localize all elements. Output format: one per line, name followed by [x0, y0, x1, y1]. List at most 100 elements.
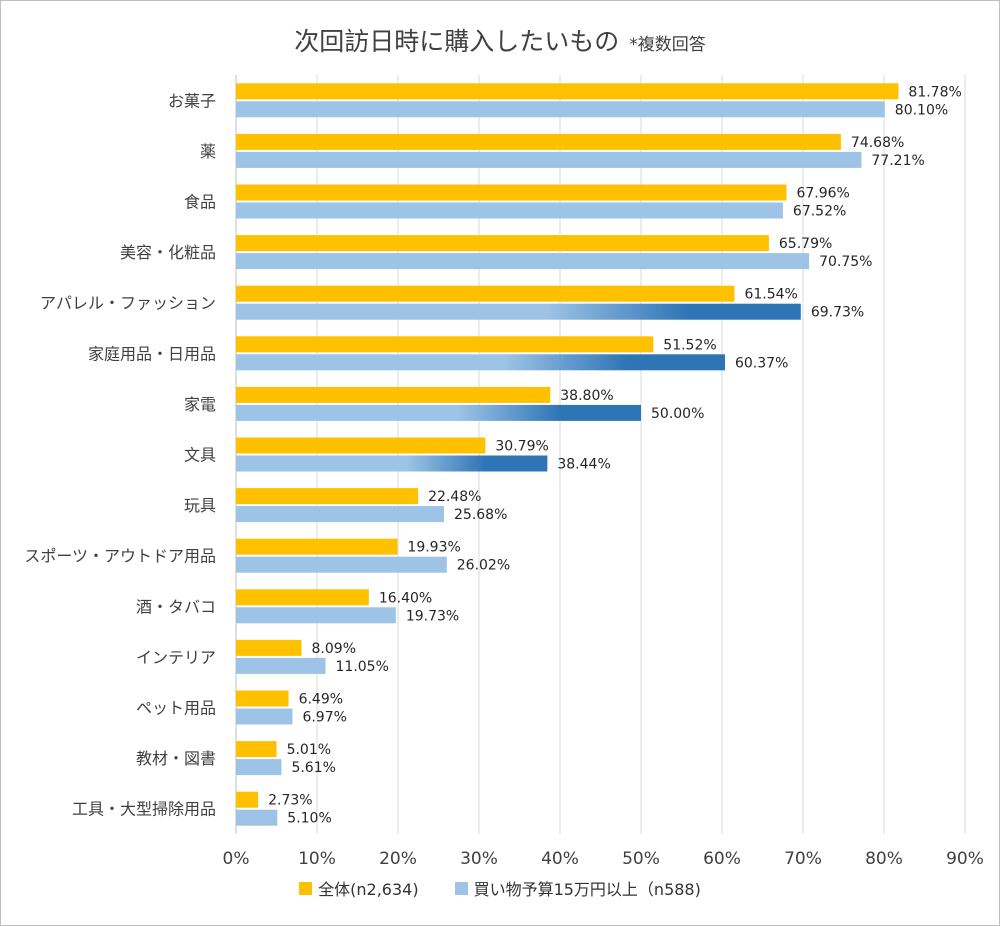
bar-budget [236, 151, 862, 168]
data-label-budget: 26.02% [457, 558, 510, 574]
bar-budget [236, 759, 282, 776]
category-label: 玩具 [184, 496, 216, 515]
chart-subtitle: *複数回答 [629, 35, 706, 55]
data-label-overall: 2.73% [268, 793, 312, 809]
data-label-overall: 67.96% [796, 186, 849, 202]
data-label-overall: 6.49% [299, 692, 343, 708]
data-label-budget: 11.05% [336, 659, 389, 675]
legend-item-overall: 全体(n2,634) [299, 876, 419, 900]
bar-overall [236, 133, 841, 150]
bar-budget [236, 657, 326, 674]
data-label-budget: 69.73% [811, 305, 864, 321]
bar-budget [236, 101, 885, 118]
data-label-overall: 51.52% [663, 337, 716, 353]
bar-budget [236, 202, 783, 219]
bar-budget [236, 404, 641, 421]
bar-overall [236, 437, 486, 454]
data-label-budget: 50.00% [651, 406, 704, 422]
category-label: 酒・タバコ [136, 597, 216, 616]
x-tick-label: 70% [784, 849, 822, 869]
gridlines [235, 75, 966, 834]
bar-overall [236, 83, 899, 100]
x-tick-label: 30% [460, 849, 498, 869]
bar-overall [236, 285, 735, 302]
category-label: 文具 [184, 446, 216, 465]
category-label: インテリア [136, 648, 216, 667]
x-tick-label: 10% [298, 849, 336, 869]
bar-budget [236, 455, 548, 472]
bar-budget [236, 354, 725, 371]
bar-overall [236, 589, 369, 606]
bar-overall [236, 235, 769, 252]
data-label-budget: 70.75% [819, 254, 872, 270]
data-label-overall: 8.09% [312, 641, 356, 657]
bar-budget [236, 556, 447, 573]
legend-item-budget: 買い物予算15万円以上（n588) [454, 876, 701, 900]
bar-budget [236, 809, 278, 826]
chart-title-block: 次回訪日時に購入したいもの *複数回答 [0, 22, 1000, 58]
legend-swatch-overall [299, 881, 313, 895]
bar-overall [236, 791, 259, 808]
category-label: 食品 [184, 193, 216, 212]
category-label: アパレル・ファッション [40, 294, 216, 313]
x-tick-label: 80% [865, 849, 903, 869]
data-labels: 81.78% 80.10% 74.68% 77.21% 67.96% 67.52% 65.7… [268, 84, 962, 826]
bar-overall [236, 184, 787, 201]
legend-label-overall: 全体(n2,634) [318, 880, 419, 899]
x-tick-label: 20% [379, 849, 417, 869]
data-label-overall: 22.48% [428, 489, 481, 505]
bar-overall [236, 741, 277, 758]
data-label-overall: 19.93% [407, 540, 460, 556]
data-label-budget: 77.21% [871, 153, 924, 169]
bar-budget [236, 708, 293, 725]
legend-swatch-budget [454, 881, 468, 895]
category-label: 美容・化粧品 [120, 243, 216, 262]
bars [236, 83, 899, 826]
category-labels: お菓子薬食品美容・化粧品アパレル・ファッション家庭用品・日用品家電文具玩具スポー… [24, 91, 216, 818]
data-label-overall: 38.80% [560, 388, 613, 404]
category-label: 工具・大型掃除用品 [72, 800, 216, 819]
bar-overall [236, 488, 419, 505]
data-label-budget: 25.68% [454, 507, 507, 523]
x-tick-label: 90% [946, 849, 984, 869]
category-label: 家庭用品・日用品 [88, 344, 216, 363]
data-label-overall: 65.79% [779, 236, 832, 252]
bar-budget [236, 253, 810, 270]
bar-budget [236, 506, 445, 523]
x-tick-label: 60% [703, 849, 741, 869]
bar-overall [236, 690, 289, 707]
data-label-budget: 38.44% [557, 457, 610, 473]
category-label: 家電 [184, 395, 216, 414]
bar-overall [236, 538, 398, 555]
x-tick-label: 40% [541, 849, 579, 869]
x-tick-label: 0% [223, 849, 250, 869]
legend: 全体(n2,634) 買い物予算15万円以上（n588) [0, 876, 1000, 900]
bar-overall [236, 639, 302, 656]
chart-title: 次回訪日時に購入したいもの [294, 27, 620, 56]
bar-budget [236, 607, 396, 624]
category-label: 教材・図書 [136, 749, 216, 768]
data-label-overall: 61.54% [744, 287, 797, 303]
data-label-overall: 30.79% [495, 439, 548, 455]
data-label-budget: 19.73% [406, 608, 459, 624]
bar-budget [236, 303, 801, 320]
data-label-budget: 60.37% [735, 355, 788, 371]
data-label-budget: 5.10% [287, 811, 331, 827]
data-label-overall: 16.40% [379, 590, 432, 606]
category-label: 薬 [200, 142, 216, 161]
x-axis-ticks: 0% 10% 20% 30% 40% 50% 60% 70% 80% 90% [223, 849, 984, 869]
data-label-overall: 74.68% [851, 135, 904, 151]
x-tick-label: 50% [622, 849, 660, 869]
bar-overall [236, 336, 654, 353]
data-label-overall: 81.78% [908, 84, 961, 100]
category-label: お菓子 [168, 91, 216, 110]
data-label-budget: 6.97% [302, 710, 346, 726]
bar-overall [236, 386, 551, 403]
data-label-budget: 5.61% [291, 760, 335, 776]
category-label: スポーツ・アウトドア用品 [24, 547, 216, 566]
data-label-budget: 80.10% [895, 102, 948, 118]
legend-label-budget: 買い物予算15万円以上（n588) [473, 880, 701, 899]
category-label: ペット用品 [136, 699, 216, 718]
data-label-overall: 5.01% [287, 742, 331, 758]
